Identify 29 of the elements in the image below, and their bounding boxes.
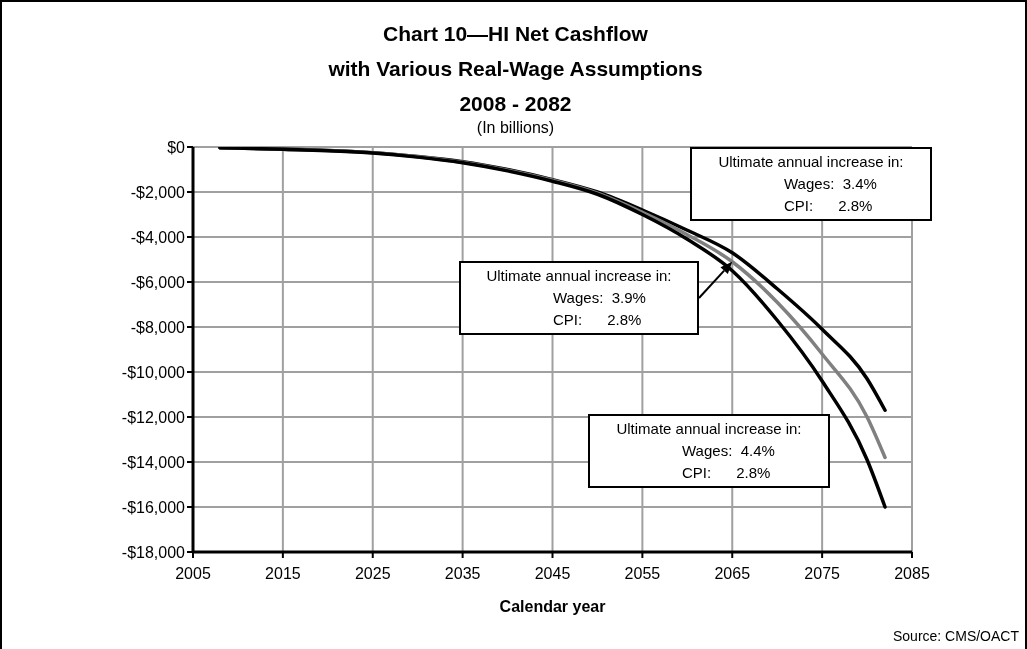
y-tick-label: -$12,000	[121, 408, 186, 426]
x-tick-label: 2005	[175, 565, 211, 583]
y-tick-label: -$8,000	[130, 318, 186, 336]
y-tick-label: -$2,000	[130, 183, 186, 201]
x-tick-label: 2035	[444, 565, 481, 583]
y-tick-label: -$16,000	[121, 498, 186, 516]
x-tick-label: 2045	[534, 565, 571, 583]
x-axis-title: Calendar year	[498, 598, 607, 616]
annotation: Ultimate annual increase in: Wages: 3.4% CPI: 2.8%	[717, 152, 905, 216]
x-tick-label: 2075	[804, 565, 841, 583]
source-note: Source: CMS/OACT	[892, 628, 1019, 644]
y-tick-label: -$4,000	[130, 228, 186, 246]
chart-subtitle: (In billions)	[475, 119, 556, 137]
x-tick-label: 2065	[714, 565, 751, 583]
x-tick-label: 2015	[265, 565, 301, 583]
y-tick-label: $0	[167, 138, 186, 156]
y-tick-label: -$18,000	[121, 543, 186, 561]
x-tick-label: 2055	[624, 565, 661, 583]
y-tick-label: -$14,000	[121, 453, 186, 471]
y-tick-label: -$10,000	[121, 363, 186, 381]
chart-title: Chart 10—HI Net Cashflow with Various Real-Wage Assumptions 2008 - 2082	[327, 21, 704, 115]
x-tick-label: 2025	[354, 565, 391, 583]
text-box: Ultimate annual increase in: Wages: 3.9% CPI: 2.8%	[459, 261, 699, 335]
text-box: Ultimate annual increase in: Wages: 3.4% CPI: 2.8%	[690, 147, 932, 221]
y-tick-label: -$6,000	[130, 273, 186, 291]
text-box: Ultimate annual increase in: Wages: 4.4% CPI: 2.8%	[588, 414, 830, 488]
annotation: Ultimate annual increase in: Wages: 3.9% CPI: 2.8%	[485, 266, 673, 330]
x-tick-label: 2085	[894, 565, 930, 583]
annotation: Ultimate annual increase in: Wages: 4.4% CPI: 2.8%	[615, 419, 803, 483]
